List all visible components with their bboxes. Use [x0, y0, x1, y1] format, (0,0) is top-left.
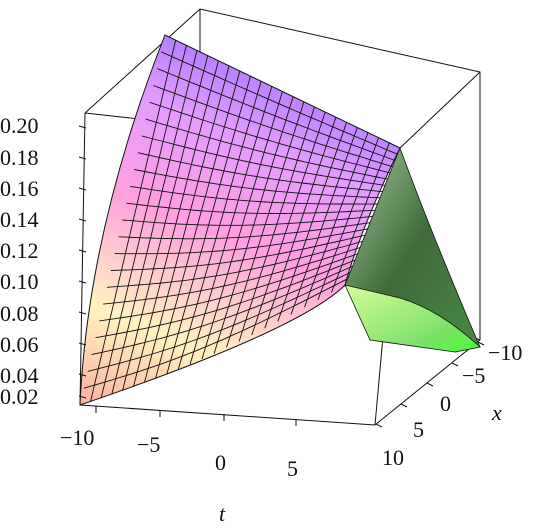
mesh-line — [103, 247, 361, 305]
z-tick-label: 0.14 — [0, 207, 39, 232]
mesh-line — [153, 85, 393, 168]
x-tick-label: −10 — [488, 340, 522, 365]
x-tick-label: 0 — [440, 391, 451, 416]
z-tick-label: 0.10 — [0, 269, 39, 294]
box-back-edges — [84, 8, 481, 340]
t-tick-label: −5 — [137, 432, 160, 457]
z-tick-label: 0.20 — [0, 113, 39, 138]
mesh-line — [91, 265, 353, 355]
mesh-line — [149, 101, 391, 174]
t-tick-label: 5 — [287, 456, 298, 481]
z-tick-label: 0.16 — [0, 176, 39, 201]
x-axis-ticks: −10 −5 0 5 10 — [375, 340, 522, 470]
mesh-line — [137, 152, 383, 193]
mesh-line — [122, 216, 373, 226]
mesh-line — [130, 185, 378, 205]
box-front-bottom — [79, 404, 376, 426]
mesh-line — [99, 253, 358, 322]
mesh-line — [110, 234, 366, 271]
mesh-line — [141, 135, 386, 186]
mesh-line — [126, 202, 376, 214]
z-tick-label: 0.06 — [0, 332, 39, 357]
surface-mesh — [83, 39, 398, 402]
x-tick-label: −5 — [462, 363, 485, 388]
mesh-line — [114, 228, 368, 255]
z-tick-label: 0.18 — [0, 145, 39, 170]
box-right-bottom — [374, 339, 481, 426]
mesh-line — [83, 278, 348, 389]
mesh-line — [134, 169, 381, 199]
t-tick-label: 0 — [215, 450, 226, 475]
t-axis-label: t — [219, 501, 226, 526]
x-axis-label: x — [491, 400, 502, 425]
box-front-left-vertical — [79, 112, 86, 406]
z-tick-label: 0.02 — [0, 384, 39, 409]
mesh-line — [160, 51, 398, 155]
surface-tail-face — [344, 284, 481, 353]
mesh-line — [145, 118, 388, 180]
z-axis-ticks: 0.20 0.18 0.16 0.14 0.12 0.10 0.08 0.06 … — [0, 113, 39, 409]
mesh-line — [118, 222, 371, 240]
z-tick-label: 0.08 — [0, 301, 39, 326]
box-right-top — [399, 71, 481, 149]
t-axis-ticks: −10 −5 0 5 — [60, 406, 298, 481]
mesh-line — [157, 68, 396, 161]
z-tick-marks — [78, 125, 87, 399]
z-tick-label: 0.12 — [0, 238, 39, 263]
x-tick-label: 10 — [382, 445, 404, 470]
z-tick-label: 0.04 — [0, 363, 39, 388]
mesh-line — [106, 240, 363, 288]
mesh-line — [87, 272, 351, 372]
surface — [79, 34, 481, 406]
x-tick-label: 5 — [413, 417, 424, 442]
mesh-line — [95, 259, 356, 339]
t-tick-label: −10 — [60, 425, 94, 450]
